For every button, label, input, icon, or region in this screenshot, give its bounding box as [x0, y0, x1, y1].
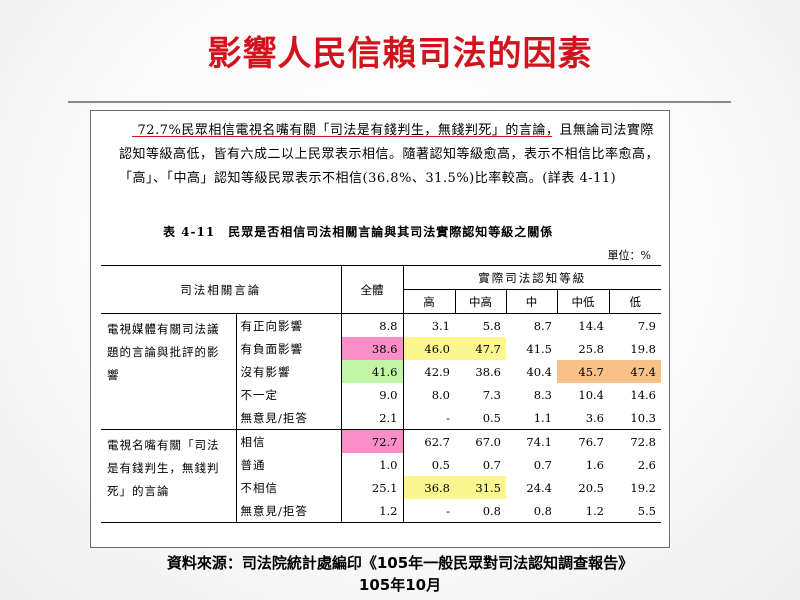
cell-total: 8.8: [340, 313, 403, 337]
header-level-mid-low: 中低: [556, 289, 609, 314]
cell-value: 5.5: [609, 499, 661, 523]
table-row: 電視媒體有關司法議題的言論與批評的影響 有正向影響 8.8 3.1 5.8 8.…: [101, 313, 661, 430]
table-row: 不一定 9.0 8.0 7.3 8.3 10.4 14.6: [101, 383, 661, 406]
header-level-high: 高: [402, 289, 455, 314]
cell-value: 7.3: [482, 387, 501, 402]
cell-value: 8.0: [402, 383, 455, 406]
cell-value: 14.4: [578, 318, 604, 333]
cell-value: 5.8: [482, 318, 501, 333]
cell-value: 62.7: [402, 429, 455, 453]
header-total: 全體: [340, 265, 403, 314]
row-label: 不一定: [235, 383, 341, 406]
cell-total-highlight: 38.6: [340, 337, 403, 360]
source-line-2: 105年10月: [358, 576, 442, 594]
cell-value: 24.4: [526, 480, 552, 495]
cell-value: 0.7: [533, 457, 552, 472]
cell-value: 20.5: [578, 480, 604, 495]
source-line-1: 資料來源：司法院統計處編印《105年一般民眾對司法認知調查報告》: [166, 554, 634, 572]
cell-value: 3.1: [402, 313, 455, 337]
table-row: 不相信 25.1 36.8 31.5 24.4 20.5 19.2: [101, 476, 661, 499]
highlighted-statement-text: 72.7%民眾相信電視名嘴有關「司法是有錢判生，無錢判死」的言論: [137, 123, 546, 138]
paragraph-rest: ，且無論司法實際認知等級高低，皆有六成二以上民眾表示相信。隨著認知等級愈高，表示…: [119, 123, 660, 186]
cell-value: 19.8: [630, 341, 656, 356]
row-label: 有負面影響: [235, 337, 341, 360]
table-row: 沒有影響 41.6 42.9 38.6 40.4 45.7 47.4: [101, 360, 661, 383]
cell-value: 0.8: [506, 499, 557, 523]
cell-value: 10.3: [609, 406, 661, 430]
cell-value: 41.5: [526, 341, 552, 356]
cell-value: 10.4: [578, 387, 604, 402]
cell-value: 0.5: [455, 406, 506, 430]
slide-title: 影響人民信賴司法的因素: [207, 34, 593, 74]
row-label: 沒有影響: [235, 360, 341, 383]
cell-value: 2.6: [637, 457, 656, 472]
source-citation: 資料來源：司法院統計處編印《105年一般民眾對司法認知調查報告》 105年10月: [0, 552, 800, 596]
cell-value: 8.7: [533, 318, 552, 333]
cell-value: 14.6: [630, 387, 656, 402]
cell-value: 0.7: [482, 457, 501, 472]
group-label-pundit-statement: 電視名嘴有關「司法是有錢判生，無錢判死」的言論: [101, 429, 236, 523]
summary-paragraph: 72.7%民眾相信電視名嘴有關「司法是有錢判生，無錢判死」的言論 ，且無論司法實際…: [119, 119, 667, 191]
cell-value-highlight: 46.0: [402, 337, 455, 360]
title-divider: [68, 101, 731, 103]
cell-value: 0.5: [402, 453, 455, 476]
header-topic: 司法相關言論: [101, 265, 341, 314]
document-excerpt: 72.7%民眾相信電視名嘴有關「司法是有錢判生，無錢判死」的言論 ，且無論司法實際…: [90, 110, 670, 548]
header-level-mid-high: 中高: [454, 289, 506, 314]
table-row: 無意見/拒答 2.1 - 0.5 1.1 3.6 10.3: [101, 406, 661, 430]
table-row: 電視名嘴有關「司法是有錢判生，無錢判死」的言論 相信 72.7 62.7 67.…: [101, 429, 661, 523]
cell-total-highlight: 72.7: [340, 429, 403, 453]
cell-total-highlight: 41.6: [340, 360, 403, 383]
cell-value: -: [402, 499, 455, 523]
cell-value: -: [402, 406, 455, 430]
cell-value: 38.6: [475, 364, 501, 379]
cell-value: 7.9: [637, 318, 656, 333]
red-underline: [131, 136, 552, 137]
cell-value: 3.6: [557, 406, 609, 430]
row-label: 不相信: [235, 476, 341, 499]
cell-value: 1.1: [506, 406, 557, 430]
cell-value: 19.2: [630, 480, 656, 495]
row-label: 普通: [235, 453, 341, 476]
cell-value-highlight: 45.7: [557, 360, 609, 383]
table-caption: 表 4-11 民眾是否相信司法相關言論與其司法實際認知等級之關係: [163, 225, 554, 239]
header-level-mid: 中: [505, 289, 557, 314]
row-label: 相信: [235, 429, 341, 453]
table-row: 普通 1.0 0.5 0.7 0.7 1.6 2.6: [101, 453, 661, 476]
table-row: 有負面影響 38.6 46.0 47.7 41.5 25.8 19.8: [101, 337, 661, 360]
cell-value: 0.8: [455, 499, 506, 523]
data-table: 司法相關言論 全體 實際司法認知等級 高 中高 中 中低 低 電視媒體有關司法議…: [101, 265, 661, 523]
cell-total: 25.1: [340, 476, 403, 499]
cell-total: 1.0: [340, 453, 403, 476]
table-header: 司法相關言論 全體 實際司法認知等級 高 中高 中 中低 低: [101, 265, 661, 314]
highlighted-statement: 72.7%民眾相信電視名嘴有關「司法是有錢判生，無錢判死」的言論: [131, 123, 552, 138]
cell-value: 76.7: [578, 434, 604, 449]
table-unit: 單位：%: [607, 249, 651, 262]
row-label: 無意見/拒答: [235, 499, 341, 523]
cell-value: 42.9: [402, 360, 455, 383]
header-level-low: 低: [608, 289, 661, 314]
cell-value: 25.8: [578, 341, 604, 356]
cell-value-highlight: 36.8: [402, 476, 455, 499]
cell-total: 1.2: [340, 499, 403, 523]
cell-value: 1.6: [585, 457, 604, 472]
row-label: 無意見/拒答: [235, 406, 341, 430]
cell-value-highlight: 47.4: [609, 360, 661, 383]
cell-value: 40.4: [526, 364, 552, 379]
cell-value-highlight: 31.5: [455, 476, 506, 499]
cell-value: 1.2: [557, 499, 609, 523]
cell-value: 74.1: [526, 434, 552, 449]
cell-total: 2.1: [340, 406, 403, 430]
cell-value: 67.0: [475, 434, 501, 449]
cell-value: 8.3: [533, 387, 552, 402]
cell-value-highlight: 47.7: [455, 337, 506, 360]
header-level-group: 實際司法認知等級: [402, 265, 661, 290]
row-label: 有正向影響: [235, 313, 341, 337]
cell-value: 72.8: [630, 434, 656, 449]
cell-total: 9.0: [340, 383, 403, 406]
table-body: 電視媒體有關司法議題的言論與批評的影響 有正向影響 8.8 3.1 5.8 8.…: [101, 313, 661, 523]
table-row: 無意見/拒答 1.2 - 0.8 0.8 1.2 5.5: [101, 499, 661, 523]
group-label-media-influence: 電視媒體有關司法議題的言論與批評的影響: [101, 313, 236, 430]
